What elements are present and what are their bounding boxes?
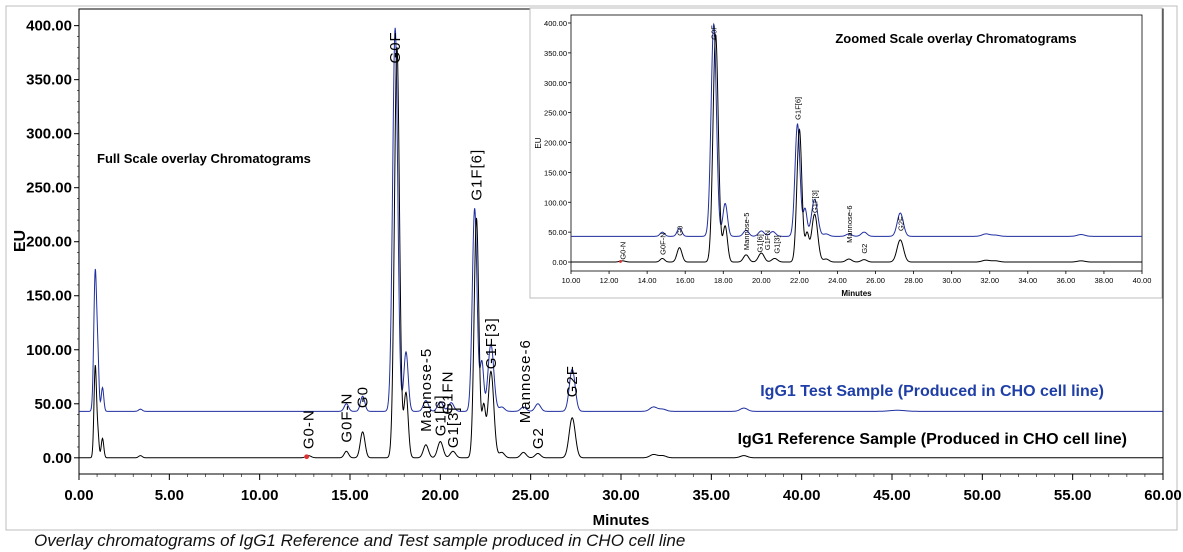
peak-label: G2 (530, 427, 547, 449)
inset-reference-trace (571, 33, 1142, 263)
y-tick-label: 100.00 (26, 342, 72, 359)
inset-y-tick-label: 400.00 (544, 19, 567, 28)
inset-y-tick-label: 100.00 (544, 198, 567, 207)
peak-label: G1[6] (432, 394, 449, 436)
x-tick-label: 40.00 (783, 487, 821, 504)
y-axis-label: EU (12, 230, 29, 252)
inset-y-tick-label: 350.00 (544, 49, 567, 58)
inset-peak-label: Mannose-5 (742, 213, 751, 251)
test-sample-label: IgG1 Test Sample (Produced in CHO cell l… (760, 383, 1104, 400)
integration-marker (304, 454, 310, 460)
reference-sample-label: IgG1 Reference Sample (Produced in CHO c… (738, 431, 1127, 448)
inset-peak-label: G0-N (618, 242, 627, 260)
peak-label: G0F-N (338, 393, 355, 443)
inset-peak-label: Mannose-6 (845, 205, 854, 243)
reference-sample-trace (79, 47, 1163, 459)
inset-x-tick-label: 40.00 (1133, 276, 1152, 285)
inset-background (529, 7, 1163, 299)
y-tick-label: 0.00 (43, 450, 72, 467)
inset-peak-label: G2F (896, 216, 905, 231)
x-tick-label: 45.00 (873, 487, 911, 504)
inset-x-tick-label: 24.00 (828, 276, 847, 285)
inset-peak-label: G1FN (763, 230, 772, 250)
x-tick-label: 60.00 (1144, 487, 1182, 504)
inset-x-tick-label: 16.00 (676, 276, 695, 285)
x-axis-label: Minutes (593, 512, 650, 529)
inset-x-tick-label: 34.00 (1018, 276, 1037, 285)
inset-peak-label: G1[3] (773, 235, 782, 253)
full-scale-plot: 0.00 50.00 100.00 150.00 200.00 250.00 300.00 3… (12, 8, 1182, 529)
inset-peak-label: G0F (710, 25, 719, 40)
inset-peak-label: G2 (860, 244, 869, 254)
x-tick-label: 50.00 (964, 487, 1002, 504)
peak-label: G2F (564, 365, 581, 397)
y-tick-label: 200.00 (26, 234, 72, 251)
y-tick-label: 300.00 (26, 126, 72, 143)
y-tick-label: 250.00 (26, 180, 72, 197)
peak-label: G1F[6] (468, 149, 485, 201)
inset-peak-label: G0 (675, 226, 684, 236)
inset-x-tick-label: 10.00 (562, 276, 581, 285)
inset-y-tick-label: 0.00 (552, 258, 567, 267)
inset-y-tick-label: 50.00 (548, 228, 567, 237)
inset-x-tick-label: 12.00 (600, 276, 619, 285)
x-tick-label: 30.00 (602, 487, 640, 504)
inset-y-tick-label: 200.00 (544, 139, 567, 148)
figure-caption: Overlay chromatograms of IgG1 Reference … (34, 531, 686, 550)
inset-y-tick-label: 300.00 (544, 79, 567, 88)
inset-x-tick-label: 36.00 (1056, 276, 1075, 285)
x-tick-label: 20.00 (422, 487, 460, 504)
inset-x-tick-label: 38.00 (1095, 276, 1114, 285)
inset-peak-label: G1F[3] (811, 190, 820, 213)
inset-x-tick-label: 18.00 (714, 276, 733, 285)
x-tick-label: 10.00 (241, 487, 279, 504)
test-sample-trace (79, 27, 1163, 412)
inset-test-trace (571, 22, 1142, 237)
zoomed-scale-title: Zoomed Scale overlay Chromatograms (835, 31, 1076, 46)
peak-label: Mannose-6 (517, 339, 534, 423)
inset-y-axis-label: EU (534, 137, 543, 148)
figure-border (5, 5, 1178, 531)
y-tick-label: 350.00 (26, 72, 72, 89)
x-tick-label: 35.00 (693, 487, 731, 504)
peak-label: G0F (387, 31, 404, 63)
inset-peak-label: G1F[6] (793, 97, 802, 120)
full-scale-title: Full Scale overlay Chromatograms (97, 151, 311, 166)
inset-x-tick-label: 20.00 (752, 276, 771, 285)
peak-label: G0 (355, 386, 372, 408)
inset-frame (570, 14, 1143, 272)
x-tick-label: 55.00 (1054, 487, 1092, 504)
inset-x-tick-label: 22.00 (790, 276, 809, 285)
y-tick-label: 400.00 (26, 18, 72, 35)
inset-integration-marker (619, 260, 622, 263)
inset-x-tick-label: 30.00 (942, 276, 961, 285)
inset-peak-label: G0F-N (658, 232, 667, 255)
x-tick-label: 0.00 (64, 487, 93, 504)
peak-label: G0-N (300, 409, 317, 449)
inset-y-tick-label: 250.00 (544, 109, 567, 118)
inset-x-tick-label: 14.00 (638, 276, 657, 285)
inset-x-axis-label: Minutes (841, 289, 872, 298)
inset-x-tick-label: 28.00 (904, 276, 923, 285)
peak-label: G1FN (440, 371, 457, 415)
inset-y-tick-label: 150.00 (544, 168, 567, 177)
peak-label: G1F[3] (483, 317, 500, 369)
x-tick-label: 25.00 (512, 487, 550, 504)
peak-label: Mannose-5 (418, 348, 435, 432)
inset-x-tick-label: 26.00 (866, 276, 885, 285)
inset-peak-label: G1[6] (755, 234, 764, 252)
inset-x-tick-label: 32.00 (980, 276, 999, 285)
y-tick-label: 150.00 (26, 288, 72, 305)
x-tick-label: 15.00 (331, 487, 369, 504)
peak-label: G1[3] (445, 406, 462, 448)
x-tick-label: 5.00 (155, 487, 184, 504)
zoomed-scale-plot: 0.00 50.00 100.00 150.00 200.00 250.00 300.00 3… (529, 7, 1163, 299)
y-tick-label: 50.00 (34, 396, 72, 413)
